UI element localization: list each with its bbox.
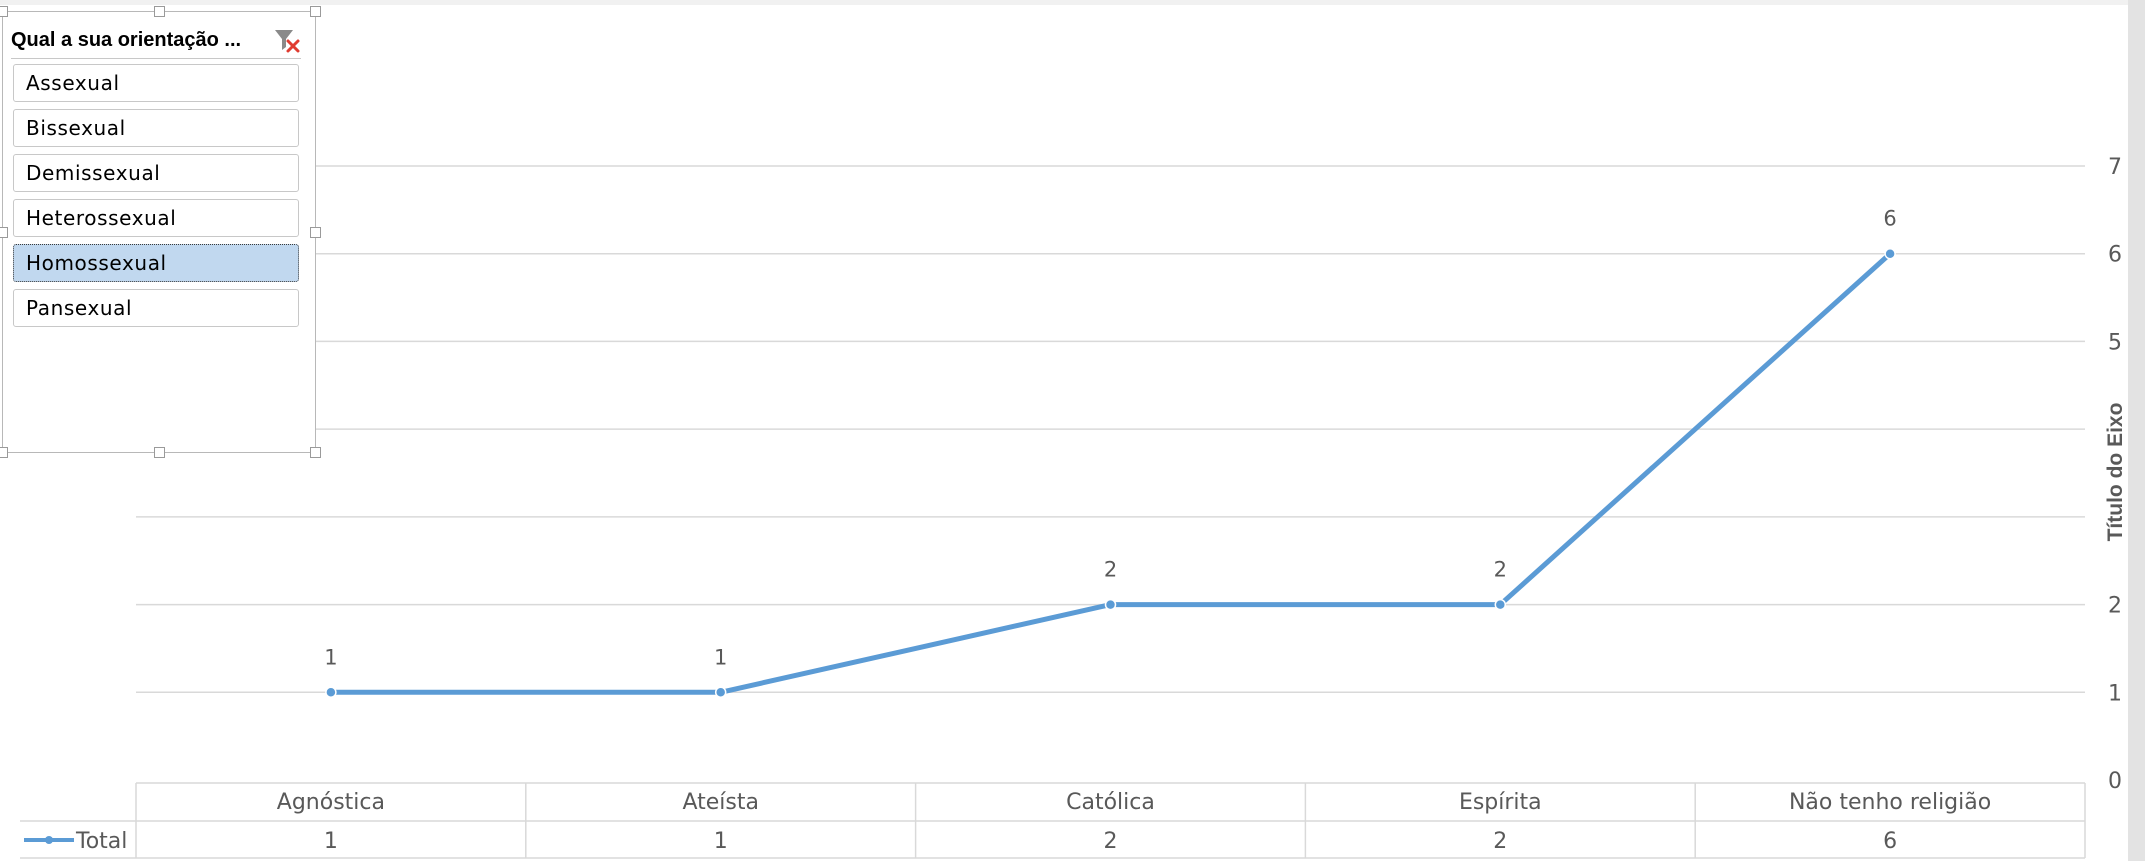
slicer-panel[interactable]: Qual a sua orientação ... Assexual Bissex…	[0, 6, 321, 458]
slicer-item-assexual[interactable]: Assexual	[13, 64, 299, 102]
slicer-header: Qual a sua orientação ...	[11, 22, 301, 59]
slicer-title: Qual a sua orientação ...	[11, 28, 242, 51]
data-label: 2	[1494, 558, 1507, 582]
table-value-cell: 1	[714, 829, 728, 854]
data-label: 1	[714, 645, 727, 669]
window-top-edge	[0, 0, 2145, 5]
table-value-cell: 1	[324, 829, 338, 854]
slicer-item-heterossexual[interactable]: Heterossexual	[13, 199, 299, 237]
series-line-total	[328, 251, 1893, 695]
resize-handle-right[interactable]	[310, 227, 321, 238]
window-right-edge	[2128, 0, 2145, 861]
legend-series-name: Total	[75, 829, 127, 854]
slicer-item-pansexual[interactable]: Pansexual	[13, 289, 299, 327]
y-tick-label: 5	[2108, 330, 2122, 355]
table-value-cell: 2	[1493, 829, 1507, 854]
resize-handle-top-left[interactable]	[0, 6, 8, 17]
y-tick-label: 6	[2108, 243, 2122, 268]
slicer-item-bissexual[interactable]: Bissexual	[13, 109, 299, 147]
y-axis-tick-labels: 0 1 2 5 6 7	[2108, 155, 2122, 794]
y-axis-title: Título do Eixo	[2104, 403, 2127, 542]
data-table: Agnóstica Ateísta Católica Espírita Não tenh…	[20, 782, 2086, 859]
x-category-label: Não tenho religião	[1789, 790, 1991, 815]
resize-handle-bottom-right[interactable]	[310, 447, 321, 458]
data-point	[714, 686, 727, 699]
data-label: 6	[1883, 207, 1896, 231]
data-point	[325, 686, 337, 699]
table-value-cell: 6	[1883, 829, 1897, 854]
data-labels: 1 1 2 2 6	[324, 207, 1897, 670]
data-point	[1494, 598, 1507, 611]
resize-handle-bottom[interactable]	[154, 447, 165, 458]
x-category-label: Espírita	[1459, 790, 1542, 815]
y-tick-label: 2	[2108, 594, 2122, 619]
y-tick-label: 0	[2108, 769, 2122, 794]
resize-handle-top-right[interactable]	[310, 6, 321, 17]
resize-handle-left[interactable]	[0, 227, 8, 238]
data-point	[1884, 247, 1896, 260]
legend-key-marker	[45, 836, 53, 844]
clear-filter-icon[interactable]	[271, 26, 301, 54]
table-value-cell: 2	[1104, 829, 1118, 854]
x-category-label: Ateísta	[682, 790, 759, 815]
x-category-label: Católica	[1066, 790, 1155, 815]
resize-handle-bottom-left[interactable]	[0, 447, 8, 458]
slicer-item-homossexual[interactable]: Homossexual	[13, 244, 299, 282]
y-tick-label: 7	[2108, 155, 2122, 180]
data-point	[1104, 598, 1117, 611]
resize-handle-top[interactable]	[154, 6, 165, 17]
slicer-item-demissexual[interactable]: Demissexual	[13, 154, 299, 192]
x-category-label: Agnóstica	[277, 790, 385, 815]
data-label: 2	[1104, 558, 1117, 582]
data-label: 1	[324, 645, 337, 669]
series-markers	[325, 247, 1896, 699]
y-tick-label: 1	[2108, 681, 2122, 706]
gridlines	[136, 165, 2085, 694]
